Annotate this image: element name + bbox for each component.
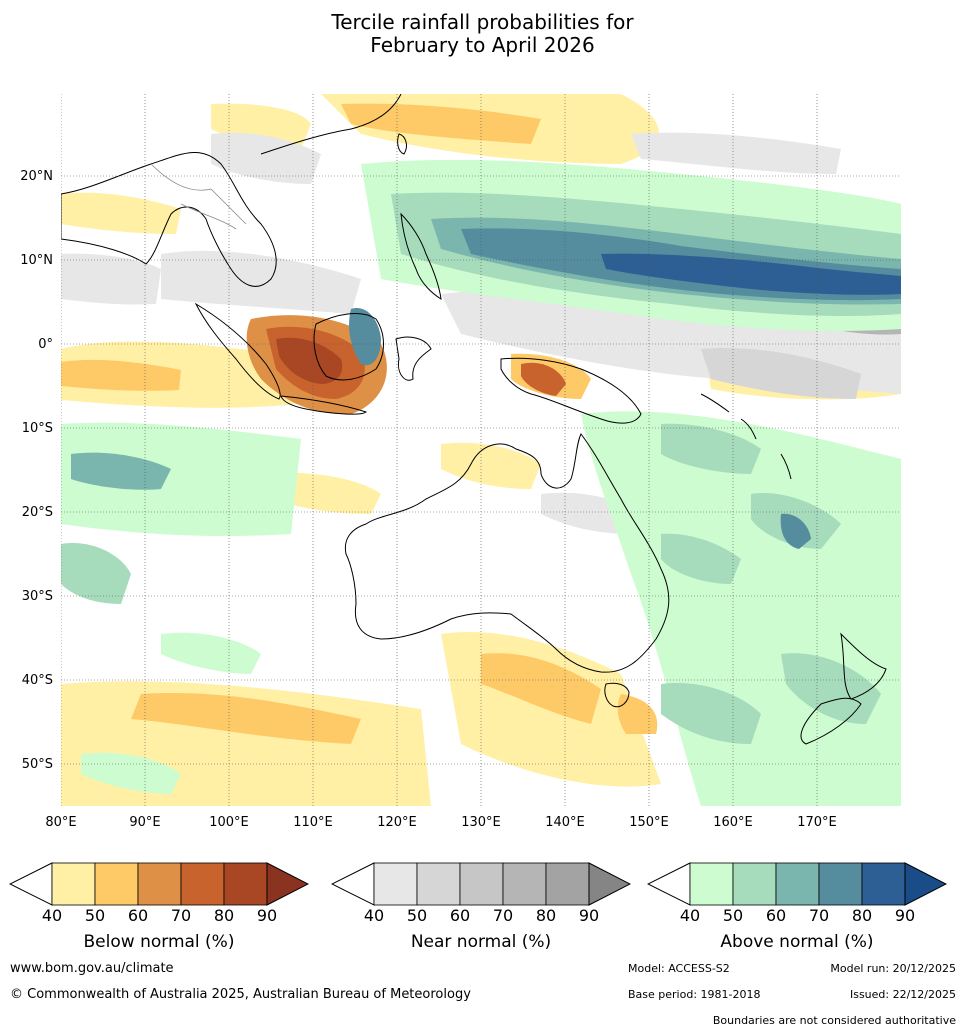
- sulawesi-coastline: [395, 336, 432, 381]
- philippines-coastline: [400, 212, 442, 300]
- coastlines: [61, 94, 887, 745]
- colorbar-tick-label: 80: [213, 906, 235, 925]
- above-normal-title: Above normal (%): [720, 932, 874, 952]
- lat-label: 10°N: [20, 253, 53, 268]
- colorbar-tick-label: 40: [363, 906, 385, 925]
- sumatra-coastline: [194, 302, 281, 400]
- colorbar-segment: [223, 862, 268, 906]
- colorbar-tick-label: 60: [127, 906, 149, 925]
- colorbar-tick-label: 90: [256, 906, 278, 925]
- colorbar-segment: [459, 862, 504, 906]
- near-normal-colorbar: [331, 862, 631, 906]
- lon-label: 150°E: [629, 815, 669, 830]
- model-run-date: Model run: 20/12/2025: [830, 962, 956, 975]
- se-asia-coastline: [61, 151, 277, 287]
- colorbar-tick-label: 70: [808, 906, 830, 925]
- disclaimer-text: Boundaries are not considered authoritat…: [712, 1014, 956, 1027]
- lat-label: 20°N: [20, 169, 53, 184]
- country-borders: [150, 163, 247, 230]
- below-normal-colorbar: [9, 862, 309, 906]
- colorbar-segment: [51, 862, 96, 906]
- colorbar-tick-label: 40: [679, 906, 701, 925]
- new-guinea-coastline: [500, 357, 642, 424]
- pacific-islands-coastline: [700, 393, 792, 480]
- colorbar-segment: [818, 862, 863, 906]
- new-zealand-coastline: [800, 632, 887, 745]
- lat-label: 10°S: [21, 421, 53, 436]
- colorbar-tick-label: 70: [170, 906, 192, 925]
- colorbar-tick-label: 60: [449, 906, 471, 925]
- colorbar-segment: [180, 862, 225, 906]
- colorbar-segment: [545, 862, 590, 906]
- colorbar-tick-label: 50: [84, 906, 106, 925]
- lat-label: 20°S: [21, 505, 53, 520]
- colorbar-max-extend: [588, 862, 631, 906]
- base-period: Base period: 1981-2018: [628, 988, 761, 1001]
- colorbar-tick-label: 70: [492, 906, 514, 925]
- colorbar-tick-label: 90: [894, 906, 916, 925]
- lat-label: 40°S: [21, 673, 53, 688]
- colorbar-tick-label: 80: [535, 906, 557, 925]
- colorbar-min-extend: [647, 862, 691, 906]
- colorbar-segment: [416, 862, 461, 906]
- colorbar-tick-label: 50: [722, 906, 744, 925]
- colorbar-tick-label: 40: [41, 906, 63, 925]
- taiwan-coastline: [397, 133, 407, 155]
- issued-date: Issued: 22/12/2025: [849, 988, 956, 1001]
- colorbar-min-extend: [331, 862, 375, 906]
- near-normal-title: Near normal (%): [410, 932, 552, 952]
- colorbar-segment: [689, 862, 734, 906]
- lon-label: 100°E: [209, 815, 249, 830]
- probability-map: [61, 94, 901, 806]
- colorbar-segment: [732, 862, 777, 906]
- above-normal-colorbar: [647, 862, 947, 906]
- map-canvas: [61, 94, 901, 806]
- lon-label: 110°E: [293, 815, 333, 830]
- map-title-line-2: February to April 2026: [370, 33, 595, 57]
- lon-label: 170°E: [797, 815, 837, 830]
- colorbar-segment: [861, 862, 906, 906]
- colorbar-tick-label: 50: [406, 906, 428, 925]
- colorbar-tick-label: 90: [578, 906, 600, 925]
- colorbar-segment: [502, 862, 547, 906]
- tasmania-coastline: [604, 682, 630, 708]
- colorbar-segment: [775, 862, 820, 906]
- colorbar-tick-label: 80: [851, 906, 873, 925]
- colorbar-max-extend: [266, 862, 309, 906]
- colorbar-segment: [373, 862, 418, 906]
- lat-label: 50°S: [21, 757, 53, 772]
- colorbar-segment: [137, 862, 182, 906]
- lat-label: 0°: [38, 337, 53, 352]
- lon-label: 120°E: [377, 815, 417, 830]
- borneo-coastline: [313, 313, 384, 381]
- java-coastline: [280, 395, 368, 415]
- map-title-line-1: Tercile rainfall probabilities for: [331, 10, 634, 34]
- website-link[interactable]: www.bom.gov.au/climate: [10, 961, 174, 976]
- gridlines: [61, 94, 901, 806]
- lon-label: 140°E: [545, 815, 585, 830]
- colorbar-segment: [94, 862, 139, 906]
- china-coastline: [260, 94, 402, 155]
- lon-label: 90°E: [129, 815, 161, 830]
- above-normal-regions: [61, 159, 901, 806]
- australia-coastline: [344, 433, 670, 673]
- lon-label: 130°E: [461, 815, 501, 830]
- colorbar-max-extend: [904, 862, 947, 906]
- lon-label: 80°E: [45, 815, 77, 830]
- model-name: Model: ACCESS-S2: [628, 962, 730, 975]
- below-normal-title: Below normal (%): [83, 932, 235, 952]
- colorbar-tick-label: 60: [765, 906, 787, 925]
- copyright-text: © Commonwealth of Australia 2025, Austra…: [10, 987, 471, 1002]
- colorbar-min-extend: [9, 862, 53, 906]
- lat-label: 30°S: [21, 589, 53, 604]
- lon-label: 160°E: [713, 815, 753, 830]
